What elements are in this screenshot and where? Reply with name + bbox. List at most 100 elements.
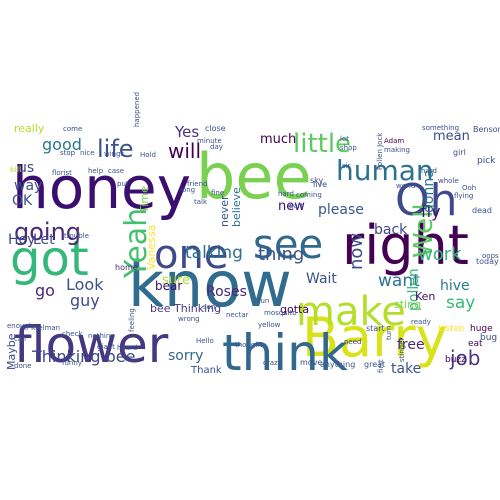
word-gotta: gotta: [280, 303, 309, 316]
word-fly: fly: [421, 202, 441, 221]
word-nice: nice: [80, 149, 95, 157]
word-say: say: [446, 293, 475, 313]
word-thinking-bee: Thinking bee: [31, 347, 135, 366]
word-wait: Wait: [306, 271, 337, 287]
word-help: help: [88, 167, 104, 175]
word-turn: turn: [385, 326, 393, 340]
word-take: take: [391, 361, 421, 377]
word-go: go: [35, 281, 55, 300]
word-today: today: [476, 257, 499, 266]
word-check: check: [62, 330, 83, 338]
word-pick: pick: [477, 156, 496, 166]
word-back: back: [374, 222, 408, 238]
word-sure: sure: [162, 273, 190, 288]
word-life: life: [97, 135, 134, 163]
word-yeah: Yeah: [119, 208, 154, 279]
word-hello: Hello: [196, 337, 214, 345]
word-world: world: [396, 182, 415, 190]
word-hey: Hey: [8, 232, 35, 248]
word-kill: kill: [10, 165, 21, 174]
word-sorry: sorry: [168, 348, 203, 364]
word-ok: OK: [12, 193, 33, 209]
word-stop: stop: [60, 149, 76, 157]
word-wrong: wrong: [178, 315, 200, 323]
word-making: making: [384, 146, 410, 154]
word-roses: Roses: [206, 284, 247, 300]
word-one: one: [154, 232, 228, 278]
word-shop: shop: [340, 144, 357, 152]
word-honey: honey: [12, 154, 191, 222]
word-need: need: [344, 338, 362, 346]
word-start: start: [366, 324, 385, 333]
word-let: Let: [33, 232, 55, 248]
word-see: see: [253, 222, 323, 268]
word-krelman: Krelman: [31, 324, 60, 332]
word-live: live: [313, 180, 327, 189]
word-guy: guy: [70, 291, 100, 310]
word-bee: bee: [196, 140, 312, 213]
word-lot: lot: [340, 135, 349, 143]
word-really: really: [14, 122, 45, 135]
word-bug: bug: [480, 333, 497, 343]
word-whole: whole: [438, 177, 459, 185]
word-way: way: [14, 178, 42, 194]
word-ready: ready: [411, 318, 431, 326]
word-well: Well: [409, 203, 439, 258]
word-florist: florist: [52, 169, 72, 177]
word-anything: anything: [320, 360, 355, 369]
word-bear: bear: [155, 279, 182, 293]
word-done: done: [14, 362, 31, 370]
word-hard: hard: [421, 167, 437, 175]
word-mean: mean: [433, 129, 470, 144]
word-ken: Ken: [415, 290, 435, 303]
word-right: right: [342, 214, 469, 277]
word-hard: hard: [278, 190, 294, 198]
word-case: case: [108, 167, 124, 175]
word-flying: flying: [454, 192, 473, 200]
word-ooh: Ooh: [462, 184, 476, 192]
word-huge: huge: [470, 324, 493, 334]
word-first: first: [377, 359, 385, 373]
word-new: new: [278, 199, 305, 214]
word-nothing: nothing: [88, 332, 115, 340]
word-pollen-jock: Pollen Jock: [376, 132, 384, 170]
word-come: come: [63, 125, 82, 133]
word-flower: flower: [14, 316, 169, 374]
word-mosquito: mosquito: [264, 309, 297, 317]
word-adam: Adam: [384, 137, 404, 145]
word-buzz: buzz: [445, 355, 466, 365]
word-thing: thing: [258, 244, 304, 265]
word-never: never: [218, 195, 231, 227]
word-sting: sting: [394, 298, 421, 311]
word-think: think: [222, 324, 348, 382]
word-will: will: [168, 139, 201, 163]
word-fine: fine: [211, 189, 224, 197]
word-girl: girl: [453, 148, 466, 157]
word-nectar: nectar: [226, 311, 249, 319]
word-feeling: feeling: [128, 308, 136, 332]
word-move: move: [300, 358, 322, 367]
word-going: going: [14, 218, 81, 246]
word-yes: Yes: [174, 123, 199, 141]
word-heard: heard: [117, 344, 137, 352]
word-listen: Listen: [438, 324, 465, 334]
word-want: want: [378, 271, 420, 291]
word-dead: dead: [472, 206, 492, 215]
word-got: got: [10, 231, 89, 287]
word-oh: Oh: [395, 175, 458, 226]
word-job: job: [449, 346, 481, 370]
word-maybe: Maybe: [5, 333, 18, 370]
word-friend: friend: [187, 180, 207, 188]
word-coming: coming: [296, 191, 322, 199]
word-sky: sky: [310, 176, 324, 185]
word-time: Time: [138, 186, 151, 214]
word-good: good: [42, 135, 82, 154]
word-sir: sir: [342, 162, 351, 170]
word-believe: believe: [230, 187, 243, 227]
word-enough: enough: [7, 322, 33, 330]
word-please: please: [318, 202, 364, 218]
word-funny: funny: [62, 359, 82, 367]
